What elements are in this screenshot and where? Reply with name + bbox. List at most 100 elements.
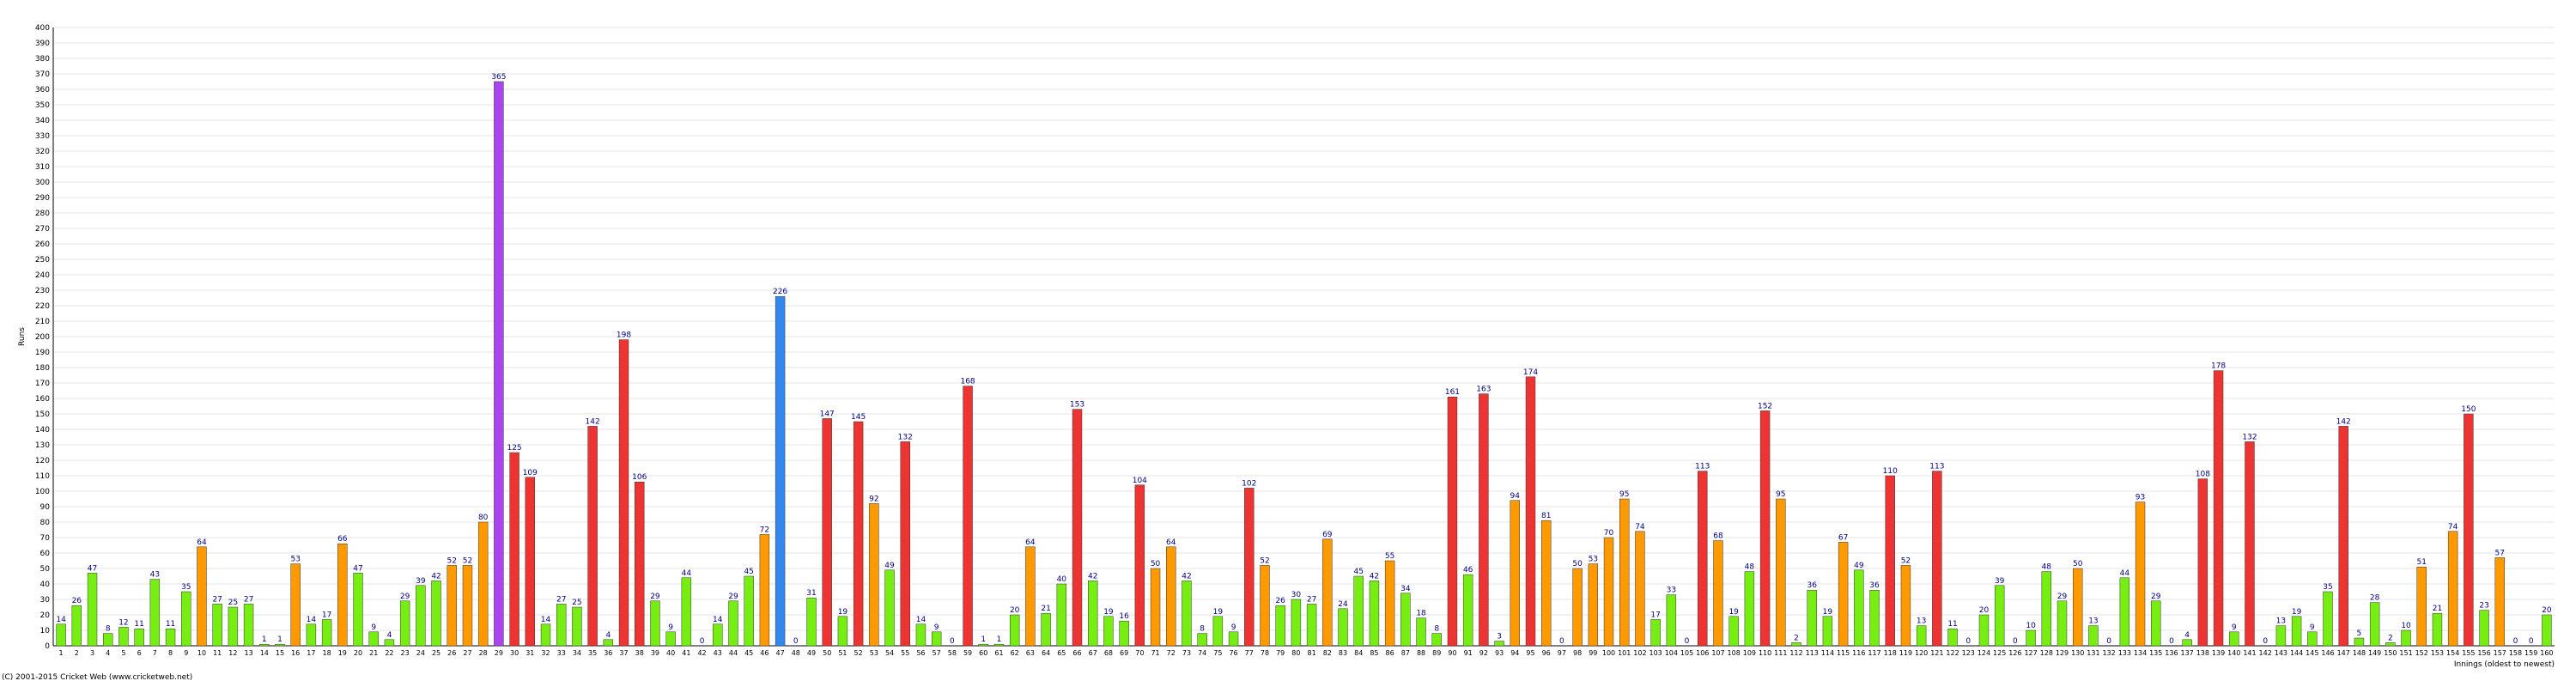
bar	[2385, 642, 2396, 647]
bar	[1540, 520, 1552, 647]
x-tick-label: 111	[1774, 649, 1787, 657]
x-tick-label: 8	[168, 649, 173, 657]
value-label: 45	[1353, 568, 1363, 576]
bar	[728, 600, 738, 647]
bar	[2291, 616, 2302, 647]
value-label: 0	[1685, 637, 1690, 646]
bar	[2416, 566, 2427, 647]
bar	[337, 543, 348, 647]
x-tick-label: 27	[463, 649, 471, 657]
x-tick-label: 159	[2524, 649, 2537, 657]
bar	[525, 477, 536, 647]
bar	[1744, 571, 1755, 647]
value-label: 29	[650, 593, 660, 601]
bar	[134, 628, 144, 647]
x-tick-label: 113	[1806, 649, 1819, 657]
value-label: 19	[1728, 608, 1739, 617]
value-label: 30	[1291, 591, 1302, 599]
x-tick-label: 153	[2431, 649, 2444, 657]
bar	[1025, 546, 1036, 647]
x-tick-label: 19	[338, 649, 347, 657]
x-tick-label: 90	[1448, 649, 1456, 657]
value-label: 9	[2232, 623, 2237, 632]
x-tick-label: 72	[1167, 649, 1176, 657]
bar	[1900, 565, 1911, 647]
value-label: 23	[2479, 602, 2488, 611]
x-tick-label: 155	[2462, 649, 2475, 657]
y-tick-label: 240	[35, 271, 50, 280]
x-tick-label: 79	[1276, 649, 1285, 657]
bar	[197, 546, 207, 647]
value-label: 80	[478, 514, 489, 522]
bar	[243, 604, 254, 647]
bar	[775, 295, 786, 647]
bar	[1088, 581, 1098, 647]
value-label: 20	[1979, 606, 1990, 615]
x-tick-label: 136	[2165, 649, 2178, 657]
value-label: 19	[1823, 608, 1833, 617]
x-tick-label: 148	[2353, 649, 2366, 657]
y-tick-label: 40	[40, 581, 51, 589]
value-label: 34	[1400, 585, 1411, 593]
bar	[1384, 560, 1395, 647]
x-tick-label: 44	[729, 649, 738, 657]
x-tick-label: 18	[323, 649, 331, 657]
value-label: 9	[2310, 623, 2315, 632]
x-tick-label: 139	[2212, 649, 2225, 657]
value-label: 113	[1695, 463, 1710, 471]
x-tick-label: 144	[2290, 649, 2303, 657]
y-tick-label: 130	[35, 441, 50, 450]
y-tick-label: 400	[35, 24, 50, 33]
bar	[477, 521, 489, 647]
x-tick-label: 156	[2477, 649, 2490, 657]
value-label: 69	[1322, 531, 1333, 539]
y-axis-label: Runs	[18, 327, 27, 346]
x-tick-label: 102	[1633, 649, 1646, 657]
x-tick-label: 142	[2259, 649, 2272, 657]
value-label: 47	[88, 564, 97, 573]
x-tick-label: 73	[1182, 649, 1191, 657]
bar	[1056, 583, 1067, 647]
bar	[1306, 604, 1317, 647]
bar	[822, 418, 832, 647]
value-label: 53	[1589, 556, 1598, 564]
x-tick-label: 114	[1821, 649, 1834, 657]
bar	[1291, 599, 1302, 647]
bar	[900, 441, 910, 647]
value-label: 14	[916, 616, 927, 624]
y-tick-label: 260	[35, 240, 50, 249]
value-label: 39	[416, 577, 426, 586]
y-tick-label: 350	[35, 101, 50, 110]
x-tick-label: 87	[1401, 649, 1410, 657]
bar	[181, 591, 191, 647]
bar	[1119, 620, 1129, 647]
value-label: 19	[838, 608, 848, 617]
x-tick-label: 143	[2275, 649, 2287, 657]
value-label: 29	[728, 593, 738, 601]
bar	[1666, 594, 1677, 647]
bar	[2338, 426, 2348, 647]
x-tick-label: 71	[1151, 649, 1159, 657]
bar	[1197, 633, 1207, 647]
value-label: 49	[884, 562, 895, 570]
x-tick-label: 70	[1135, 649, 1144, 657]
value-label: 20	[1010, 606, 1020, 615]
bar	[1431, 633, 1442, 647]
value-label: 35	[181, 583, 191, 592]
value-label: 161	[1445, 388, 1460, 397]
x-tick-label: 134	[2134, 649, 2147, 657]
bar	[915, 623, 927, 647]
value-label: 55	[1385, 552, 1394, 561]
x-tick-label: 116	[1852, 649, 1865, 657]
value-label: 21	[1041, 605, 1050, 613]
bar	[713, 623, 723, 647]
x-tick-label: 106	[1696, 649, 1709, 657]
bar	[71, 605, 82, 647]
value-label: 147	[820, 410, 835, 418]
value-label: 50	[2073, 560, 2083, 568]
x-tick-label: 1	[59, 649, 64, 657]
value-label: 17	[322, 611, 331, 619]
value-label: 10	[2026, 622, 2036, 630]
bar	[1212, 616, 1224, 647]
x-tick-label: 95	[1526, 649, 1534, 657]
